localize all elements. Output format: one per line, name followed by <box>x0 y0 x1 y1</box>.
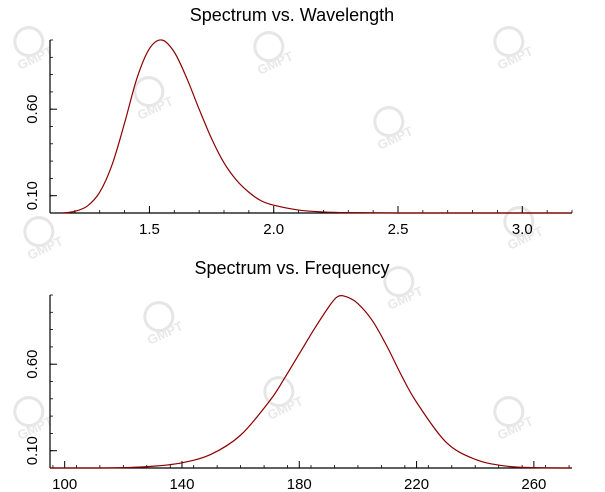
watermark-logo <box>133 76 165 108</box>
watermark-logo <box>13 26 45 58</box>
watermark-text: GMPT <box>495 43 535 72</box>
chart-title: Spectrum vs. Frequency <box>194 258 389 278</box>
chart-title: Spectrum vs. Wavelength <box>190 5 394 25</box>
watermark-stamp: GMPT <box>253 31 295 78</box>
wavelength-chart: Spectrum vs. Wavelength 1.5 2.0 2.5 3.0 0.10… <box>24 5 573 238</box>
watermark-logo <box>503 206 535 238</box>
watermark-logo <box>143 301 175 333</box>
series-line <box>62 39 572 214</box>
series-line <box>49 295 573 469</box>
watermark-text: GMPT <box>255 48 295 77</box>
x-tick-label: 180 <box>287 476 312 492</box>
watermark-stamp: GMPT <box>23 216 65 263</box>
watermark-logo <box>493 396 525 428</box>
watermark-stamp: GMPT <box>13 26 55 73</box>
watermark-logo <box>263 376 295 408</box>
watermark-stamp: GMPT <box>493 26 535 73</box>
x-tick-label: 220 <box>404 476 429 492</box>
frequency-chart: Spectrum vs. Frequency 100 140 180 220 260 0.… <box>24 258 573 492</box>
x-tick-label: 1.5 <box>139 221 160 238</box>
x-tick-label: 2.5 <box>388 221 409 238</box>
y-tick-label: 0.10 <box>24 181 41 210</box>
watermark-stamp: GMPT <box>263 376 305 423</box>
x-tick-label: 260 <box>521 476 546 492</box>
watermark-text: GMPT <box>265 393 305 422</box>
watermark-stamp: GMPT <box>143 301 185 348</box>
y-tick-label: 0.60 <box>24 350 41 379</box>
watermark-stamp: GMPT <box>373 106 415 153</box>
watermark-logo <box>383 266 415 298</box>
y-tick-label: 0.10 <box>24 436 41 465</box>
watermark-text: GMPT <box>385 283 425 312</box>
y-tick-label: 0.60 <box>24 95 41 124</box>
watermark-text: GMPT <box>375 123 415 152</box>
watermark-text: GMPT <box>15 43 55 72</box>
watermark-text: GMPT <box>495 413 535 442</box>
watermark-text: GMPT <box>135 93 175 122</box>
watermark-text: GMPT <box>25 233 65 262</box>
watermark-logo <box>373 106 405 138</box>
x-tick-label: 140 <box>169 476 194 492</box>
x-tick-label: 100 <box>52 476 77 492</box>
watermark-text: GMPT <box>145 318 185 347</box>
watermark-logo <box>23 216 55 248</box>
watermark-logo <box>493 26 525 58</box>
watermark-logo <box>13 396 45 428</box>
watermark-stamp: GMPT <box>13 396 55 443</box>
watermark-stamp: GMPT <box>133 76 175 123</box>
x-tick-label: 3.0 <box>512 221 533 238</box>
watermark-stamp: GMPT <box>493 396 535 443</box>
watermark-logo <box>253 31 285 63</box>
x-tick-label: 2.0 <box>263 221 284 238</box>
